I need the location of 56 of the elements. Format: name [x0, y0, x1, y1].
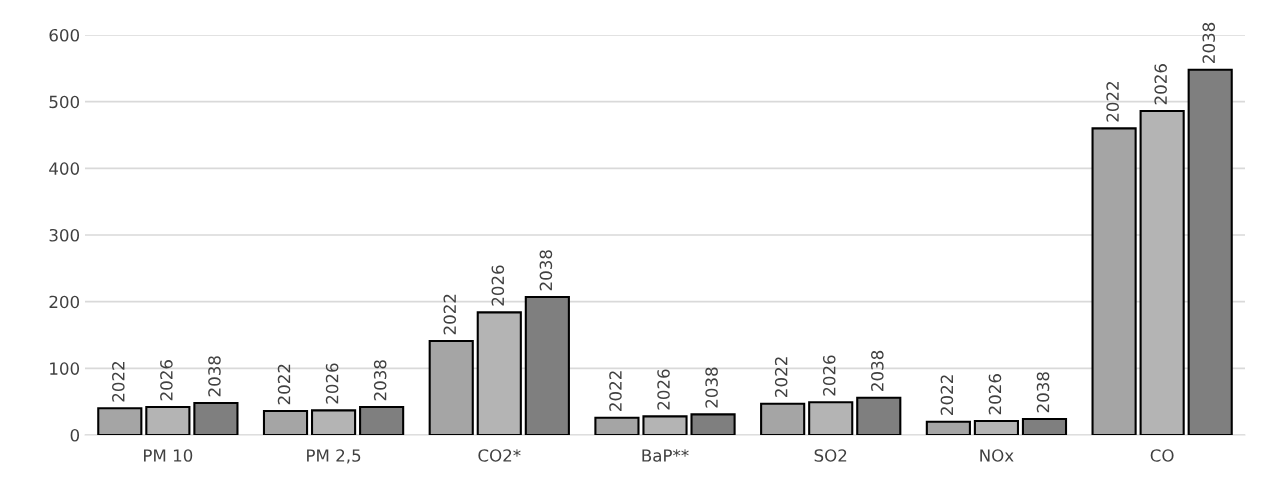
bar [760, 402, 806, 435]
bar [262, 409, 309, 435]
text: 2026 [160, 360, 173, 401]
x-tick-label: NOx [980, 449, 1014, 462]
text: 2038 [373, 360, 387, 401]
bar [310, 409, 357, 435]
text: 2022 [1106, 82, 1119, 122]
bar [642, 415, 688, 435]
bar [193, 401, 239, 435]
bar [359, 405, 405, 435]
bar [1139, 109, 1185, 435]
x-tick-label: BaP** [642, 449, 689, 462]
bar [145, 405, 191, 435]
x-tick-label: SO2 [814, 449, 847, 462]
bar [925, 420, 971, 435]
bar [808, 401, 854, 435]
text: 2038 [1036, 372, 1050, 413]
bar [1091, 127, 1137, 435]
x-tick-label: CO2* [478, 449, 521, 462]
bar [1187, 68, 1233, 435]
y-tick-label: 500 [49, 95, 80, 109]
text: 2026 [657, 369, 670, 410]
bar [690, 413, 736, 435]
x-tick-label: PM 2,5 [307, 449, 361, 464]
text: 2026 [1154, 64, 1167, 105]
y-tick-label: 200 [49, 295, 80, 309]
text: 2022 [609, 371, 622, 411]
x-tick-label: CO [1150, 449, 1174, 462]
bar [1021, 417, 1068, 435]
text: 2022 [112, 362, 125, 402]
text: 2026 [822, 355, 836, 396]
bar [856, 396, 902, 435]
text: 2022 [774, 357, 788, 397]
text: 2038 [1202, 22, 1216, 63]
text: 2022 [443, 294, 457, 335]
y-tick-label: 600 [49, 28, 80, 42]
text: 2026 [988, 374, 1002, 415]
y-tick-label: 100 [50, 362, 80, 375]
bar [973, 419, 1020, 435]
text: 2026 [491, 265, 505, 306]
text: 2038 [871, 350, 884, 391]
bar [524, 295, 570, 435]
y-tick-label: 400 [49, 162, 80, 175]
y-tick-label: 300 [49, 228, 80, 242]
bar [594, 416, 640, 435]
text: 2026 [325, 363, 339, 404]
bar [476, 311, 522, 435]
text: 2038 [705, 367, 718, 408]
y-tick-label: 0 [70, 428, 80, 442]
text: 2038 [208, 356, 221, 397]
text: 2022 [940, 375, 954, 415]
bar [97, 407, 143, 435]
bar [428, 339, 474, 435]
text: 2022 [277, 364, 291, 405]
x-tick-label: PM 10 [144, 449, 193, 462]
text: 2038 [539, 250, 553, 291]
